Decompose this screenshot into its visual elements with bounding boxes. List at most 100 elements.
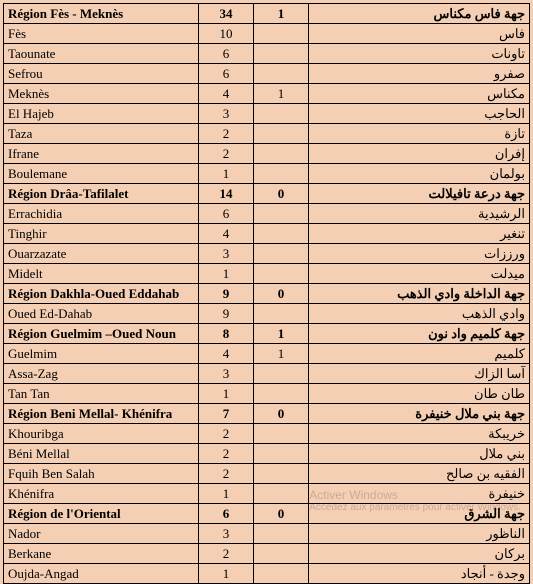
city-val-2 — [254, 484, 309, 504]
table-row: Fès10 فاس — [4, 24, 530, 44]
city-name-ar: صفرو — [309, 64, 530, 84]
region-total-1: 34 — [199, 4, 254, 24]
table-row: Sefrou6 صفرو — [4, 64, 530, 84]
city-name-fr: Taounate — [4, 44, 199, 64]
table-row: Khénifra1خنيفرة — [4, 484, 530, 504]
city-name-ar: الفقيه بن صالح — [309, 464, 530, 484]
city-val-2: 1 — [254, 344, 309, 364]
city-val-2 — [254, 264, 309, 284]
table-row: Khouribga2خريبكة — [4, 424, 530, 444]
city-name-ar: مكناس — [309, 84, 530, 104]
city-val-2 — [254, 164, 309, 184]
city-name-fr: Taza — [4, 124, 199, 144]
table-row: Oujda-Angad1وجدة - أنجاد — [4, 564, 530, 584]
table-row: Nador3الناظور — [4, 524, 530, 544]
city-name-ar: تازة — [309, 124, 530, 144]
table-row: Berkane2 بركان — [4, 544, 530, 564]
city-val-2 — [254, 124, 309, 144]
city-val-2 — [254, 244, 309, 264]
city-val-1: 4 — [199, 224, 254, 244]
city-val-2: 1 — [254, 84, 309, 104]
table-row: Assa-Zag3آسا الزاك — [4, 364, 530, 384]
city-name-fr: Errachidia — [4, 204, 199, 224]
city-val-2 — [254, 424, 309, 444]
city-val-2 — [254, 564, 309, 584]
city-val-2 — [254, 524, 309, 544]
city-name-ar: ورززات — [309, 244, 530, 264]
city-val-1: 1 — [199, 264, 254, 284]
city-name-fr: Guelmim — [4, 344, 199, 364]
region-total-2: 1 — [254, 4, 309, 24]
region-header-row: Région Dakhla-Oued Eddahab90جهة الداخلة … — [4, 284, 530, 304]
city-name-fr: Berkane — [4, 544, 199, 564]
region-name-ar: جهة فاس مكناس — [309, 4, 530, 24]
city-name-ar: تاونات — [309, 44, 530, 64]
table-row: Oued Ed-Dahab9وادي الذهب — [4, 304, 530, 324]
region-total-1: 14 — [199, 184, 254, 204]
city-name-fr: Fès — [4, 24, 199, 44]
city-name-ar: فاس — [309, 24, 530, 44]
table-row: Taounate6تاونات — [4, 44, 530, 64]
city-val-1: 1 — [199, 564, 254, 584]
city-val-2 — [254, 104, 309, 124]
table-row: Taza2تازة — [4, 124, 530, 144]
region-name-fr: Région de l'Oriental — [4, 504, 199, 524]
city-val-1: 9 — [199, 304, 254, 324]
city-name-fr: Tan Tan — [4, 384, 199, 404]
city-val-1: 1 — [199, 164, 254, 184]
city-name-fr: Nador — [4, 524, 199, 544]
city-val-2 — [254, 544, 309, 564]
city-val-2 — [254, 224, 309, 244]
city-val-1: 3 — [199, 104, 254, 124]
city-val-1: 3 — [199, 364, 254, 384]
city-val-1: 6 — [199, 64, 254, 84]
city-name-ar: بركان — [309, 544, 530, 564]
city-name-fr: Béni Mellal — [4, 444, 199, 464]
city-val-1: 6 — [199, 204, 254, 224]
city-name-ar: كلميم — [309, 344, 530, 364]
region-total-2: 0 — [254, 284, 309, 304]
region-name-ar: جهة بني ملال خنيفرة — [309, 404, 530, 424]
city-name-ar: ميدلت — [309, 264, 530, 284]
city-name-fr: Khouribga — [4, 424, 199, 444]
city-name-fr: Ifrane — [4, 144, 199, 164]
city-val-2 — [254, 144, 309, 164]
city-val-1: 10 — [199, 24, 254, 44]
city-name-fr: Ouarzazate — [4, 244, 199, 264]
city-name-ar: آسا الزاك — [309, 364, 530, 384]
table-row: Tinghir4 تنغير — [4, 224, 530, 244]
city-val-1: 2 — [199, 444, 254, 464]
region-name-ar: جهة الشرق — [309, 504, 530, 524]
region-header-row: Région de l'Oriental60جهة الشرق — [4, 504, 530, 524]
region-total-1: 6 — [199, 504, 254, 524]
city-name-ar: الحاجب — [309, 104, 530, 124]
region-name-fr: Région Fès - Meknès — [4, 4, 199, 24]
city-name-ar: الرشيدية — [309, 204, 530, 224]
city-name-ar: الناظور — [309, 524, 530, 544]
region-name-fr: Région Drâa-Tafilalet — [4, 184, 199, 204]
city-val-2 — [254, 364, 309, 384]
table-row: Tan Tan1طان طان — [4, 384, 530, 404]
table-row: Béni Mellal2بني ملال — [4, 444, 530, 464]
city-name-fr: Sefrou — [4, 64, 199, 84]
city-name-ar: خنيفرة — [309, 484, 530, 504]
region-name-fr: Région Guelmim –Oued Noun — [4, 324, 199, 344]
region-total-1: 7 — [199, 404, 254, 424]
city-name-fr: Fquih Ben Salah — [4, 464, 199, 484]
region-header-row: Région Fès - Meknès341جهة فاس مكناس — [4, 4, 530, 24]
city-name-ar: بولمان — [309, 164, 530, 184]
region-name-ar: جهة كلميم واد نون — [309, 324, 530, 344]
city-name-fr: El Hajeb — [4, 104, 199, 124]
city-val-1: 2 — [199, 544, 254, 564]
city-val-1: 2 — [199, 424, 254, 444]
region-header-row: Région Drâa-Tafilalet140جهة درعة تافيلال… — [4, 184, 530, 204]
city-val-2 — [254, 384, 309, 404]
table-row: Boulemane1بولمان — [4, 164, 530, 184]
city-name-ar: وجدة - أنجاد — [309, 564, 530, 584]
city-name-ar: تنغير — [309, 224, 530, 244]
city-val-2 — [254, 464, 309, 484]
region-total-2: 1 — [254, 324, 309, 344]
city-val-1: 2 — [199, 144, 254, 164]
city-name-fr: Tinghir — [4, 224, 199, 244]
city-val-2 — [254, 24, 309, 44]
